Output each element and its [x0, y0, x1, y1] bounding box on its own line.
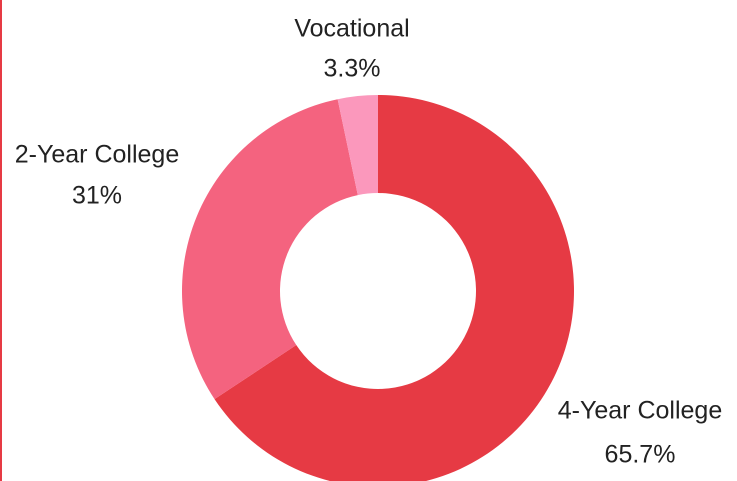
slice-value-label: 65.7%	[605, 441, 676, 469]
slice-label: 2-Year College	[15, 141, 179, 169]
slice-value-label: 31%	[72, 182, 122, 210]
donut-slice	[337, 95, 378, 196]
slice-label: 4-Year College	[558, 397, 722, 425]
donut-slice	[214, 95, 574, 481]
donut-slice	[181, 99, 358, 400]
slice-label: Vocational	[294, 15, 409, 43]
slice-value-label: 3.3%	[324, 55, 381, 83]
left-border	[0, 0, 2, 481]
